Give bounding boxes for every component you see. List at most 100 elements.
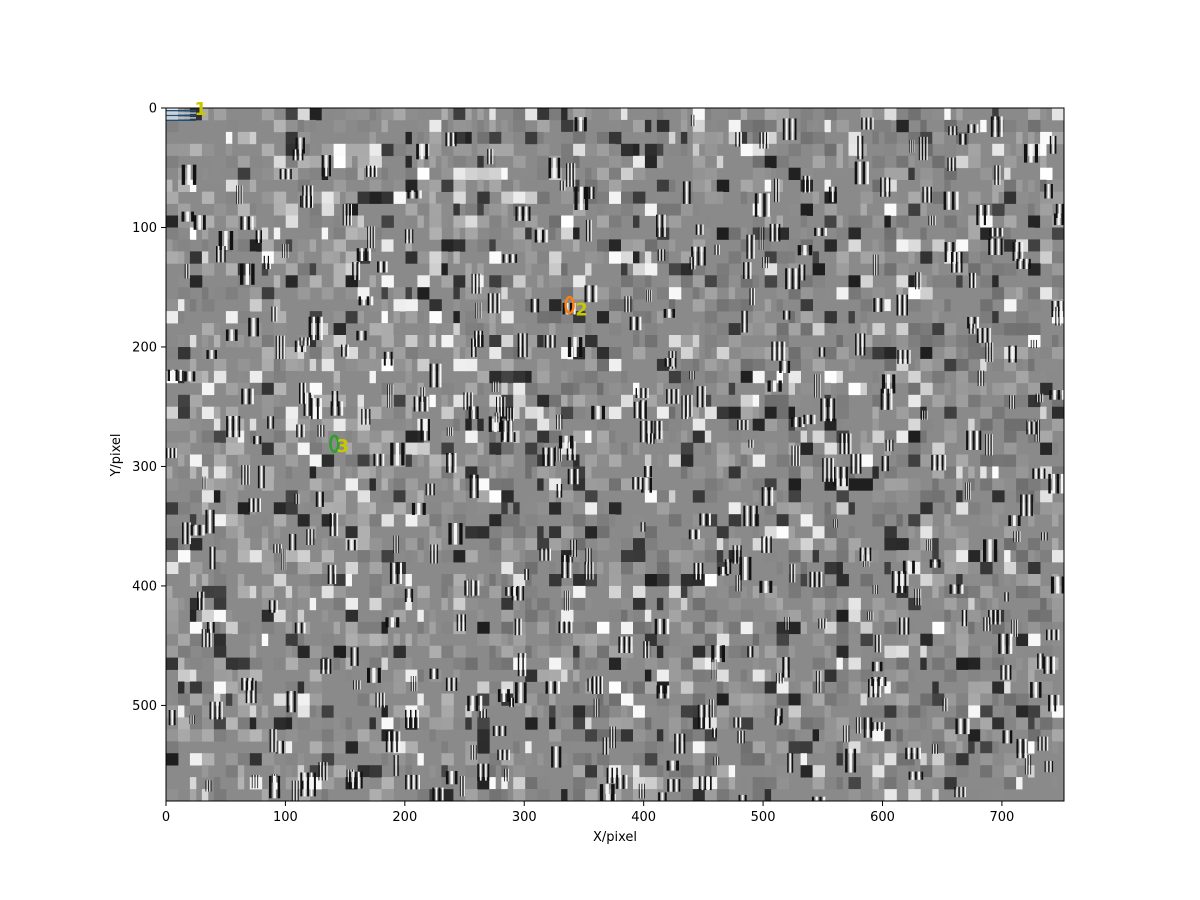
image-cell [321, 645, 329, 658]
image-cell [549, 574, 562, 587]
image-cell [225, 753, 239, 766]
image-cell [405, 454, 412, 467]
image-cell [704, 538, 718, 551]
image-cell [178, 406, 191, 419]
image-cell [680, 633, 694, 646]
image-cell [441, 550, 454, 563]
image-cell [609, 358, 622, 372]
image-cell [1028, 633, 1041, 646]
image-cell [740, 705, 754, 718]
speckle [880, 177, 891, 197]
image-cell [417, 251, 430, 264]
image-cell [788, 406, 795, 419]
image-cell [680, 765, 694, 778]
image-cell [441, 645, 454, 658]
image-cell [728, 335, 742, 348]
image-cell [549, 394, 562, 408]
image-cell [237, 311, 251, 324]
speckle [1004, 592, 1009, 602]
speckle [774, 178, 780, 203]
image-cell [537, 191, 550, 204]
image-cell [764, 538, 772, 551]
image-cell [644, 478, 652, 491]
image-cell [1016, 693, 1029, 706]
image-cell [992, 729, 1005, 742]
image-cell [824, 693, 837, 706]
image-cell [357, 633, 370, 646]
image-cell [441, 263, 448, 276]
speckle [657, 249, 666, 261]
image-cell [477, 143, 490, 157]
image-cell [776, 119, 783, 133]
image-cell [704, 741, 718, 754]
image-cell [513, 574, 526, 587]
image-cell [393, 705, 406, 718]
speckle [696, 386, 706, 408]
image-cell [417, 550, 424, 563]
image-cell [621, 394, 634, 408]
image-cell [237, 705, 251, 718]
image-cell [321, 633, 335, 646]
image-cell [285, 131, 299, 145]
image-cell [968, 693, 981, 706]
image-cell [537, 143, 550, 157]
speckle [410, 676, 418, 692]
image-cell [1028, 215, 1041, 228]
image-cell [668, 131, 676, 145]
image-cell [561, 669, 568, 682]
image-cell [525, 239, 532, 252]
image-cell [249, 155, 263, 169]
image-cell [908, 502, 921, 515]
image-cell [680, 538, 694, 551]
image-cell [573, 717, 586, 730]
image-cell [800, 466, 813, 479]
image-cell [573, 227, 580, 240]
image-cell [465, 550, 478, 563]
image-cell [621, 275, 634, 288]
speckle [281, 548, 287, 571]
speckle [803, 414, 816, 425]
image-cell [800, 119, 807, 133]
image-cell [944, 131, 957, 145]
image-cell [644, 239, 658, 252]
image-cell [261, 358, 275, 372]
image-cell [178, 502, 191, 515]
speckle [902, 560, 915, 574]
speckle [643, 466, 652, 477]
image-cell [1040, 430, 1053, 443]
image-cell [297, 562, 311, 575]
image-cell [860, 789, 873, 801]
image-cell [992, 789, 1005, 801]
image-cell [776, 657, 783, 670]
image-cell [549, 323, 556, 336]
image-cell [441, 167, 454, 180]
image-cell [884, 705, 897, 718]
image-cell [261, 167, 275, 180]
image-cell [249, 323, 263, 336]
image-cell [465, 215, 478, 228]
image-cell [1052, 741, 1059, 754]
image-cell [920, 562, 933, 575]
image-cell [872, 131, 879, 145]
image-cell [573, 789, 586, 801]
image-cell [992, 108, 999, 121]
image-cell [429, 466, 442, 479]
speckle [331, 391, 339, 407]
image-cell [309, 490, 317, 503]
image-cell [489, 430, 496, 443]
image-cell [237, 430, 245, 443]
image-cell [585, 490, 598, 503]
image-cell [764, 597, 778, 611]
image-cell [908, 299, 921, 312]
image-cell [704, 621, 718, 635]
image-cell [884, 358, 897, 372]
image-cell [788, 490, 801, 503]
speckle [405, 709, 419, 729]
image-cell [477, 741, 490, 754]
image-cell [309, 215, 323, 228]
image-cell [956, 550, 969, 563]
image-cell [345, 657, 352, 670]
speckle [769, 223, 781, 242]
image-cell [225, 609, 233, 623]
image-cell [189, 526, 197, 539]
